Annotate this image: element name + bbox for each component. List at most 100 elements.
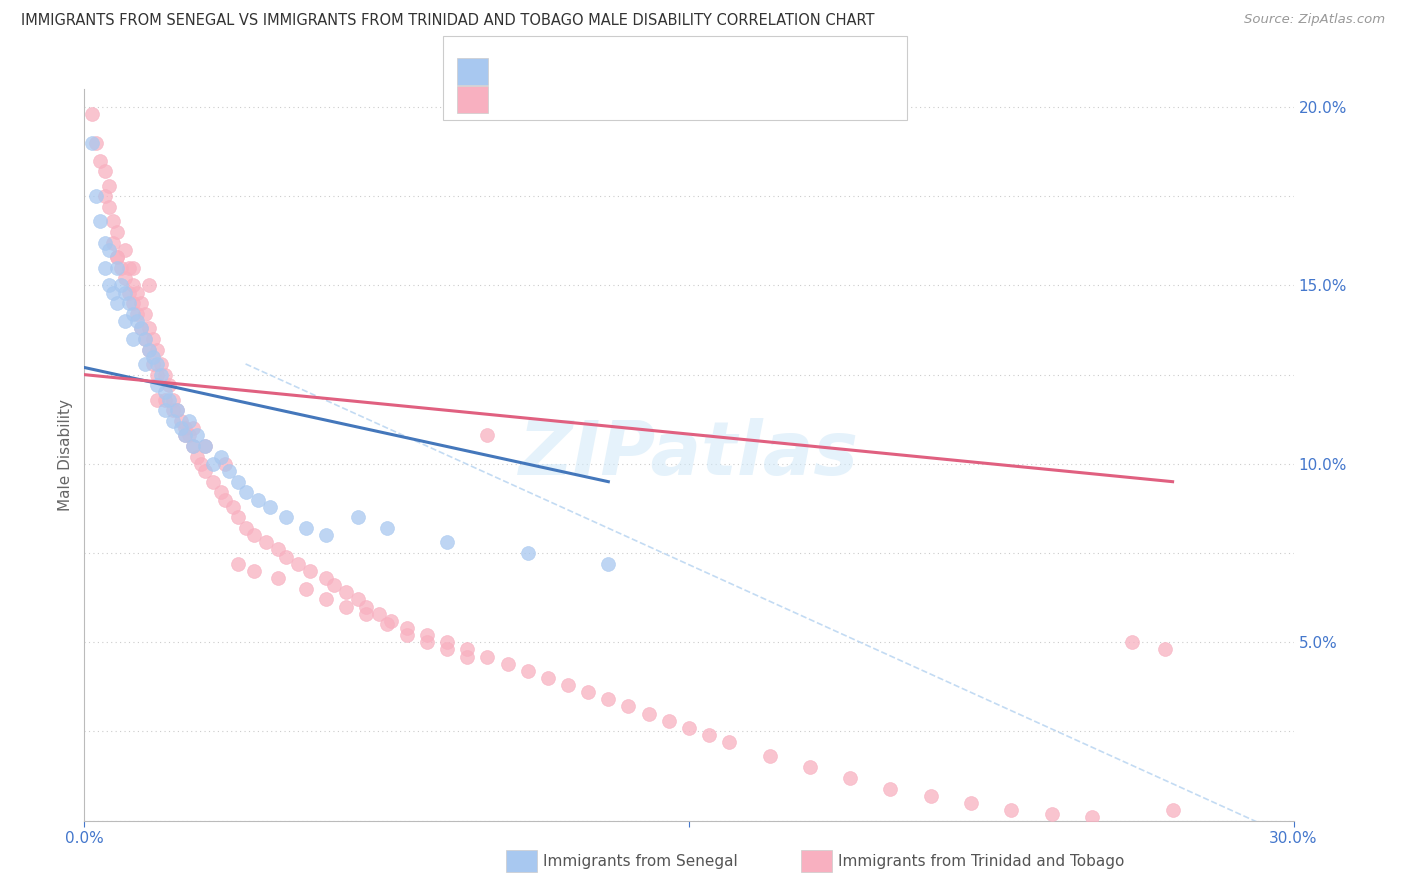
Point	[194, 439, 217, 453]
Point	[121, 332, 143, 346]
Point	[97, 178, 120, 193]
Point	[149, 357, 172, 371]
Point	[477, 649, 499, 664]
Point	[134, 307, 156, 321]
Point	[179, 428, 201, 442]
Point	[105, 225, 128, 239]
Point	[190, 457, 212, 471]
Text: R =: R =	[499, 63, 534, 78]
Point	[323, 578, 346, 592]
Point	[134, 332, 156, 346]
Point	[142, 350, 165, 364]
Point	[166, 403, 188, 417]
Point	[105, 250, 128, 264]
Point	[557, 678, 579, 692]
Point	[97, 200, 120, 214]
Point	[138, 343, 160, 357]
Point	[186, 428, 208, 442]
Point	[367, 607, 389, 621]
Point	[375, 617, 398, 632]
Point	[121, 296, 143, 310]
Point	[598, 557, 620, 571]
Point	[477, 428, 499, 442]
Point	[118, 296, 141, 310]
Point	[105, 250, 128, 264]
Point	[576, 685, 599, 699]
Point	[436, 635, 458, 649]
Point	[114, 285, 136, 300]
Point	[162, 403, 184, 417]
Text: Immigrants from Trinidad and Tobago: Immigrants from Trinidad and Tobago	[838, 854, 1125, 869]
Point	[637, 706, 659, 721]
Point	[146, 343, 169, 357]
Point	[202, 457, 225, 471]
Point	[347, 592, 370, 607]
Point	[121, 260, 143, 275]
Text: N =: N =	[614, 63, 651, 78]
Point	[186, 450, 208, 464]
Point	[86, 136, 108, 150]
Point	[138, 278, 160, 293]
Point	[1161, 803, 1184, 817]
Point	[129, 321, 152, 335]
Text: Immigrants from Senegal: Immigrants from Senegal	[543, 854, 738, 869]
Point	[242, 528, 264, 542]
Point	[758, 749, 780, 764]
Point	[295, 582, 318, 596]
Point	[105, 260, 128, 275]
Point	[89, 214, 111, 228]
Point	[146, 357, 169, 371]
Point	[380, 614, 402, 628]
Point	[1000, 803, 1022, 817]
Point	[315, 528, 337, 542]
Text: ZIPatlas: ZIPatlas	[519, 418, 859, 491]
Point	[166, 403, 188, 417]
Point	[181, 439, 204, 453]
Point	[246, 492, 269, 507]
Point	[456, 642, 478, 657]
Point	[174, 428, 197, 442]
Point	[395, 628, 418, 642]
Text: N =: N =	[614, 92, 651, 107]
Point	[395, 621, 418, 635]
Point	[960, 796, 983, 810]
Text: -0.075: -0.075	[530, 92, 582, 107]
Point	[267, 542, 290, 557]
Point	[456, 649, 478, 664]
Point	[226, 475, 249, 489]
Point	[315, 592, 337, 607]
Point	[315, 571, 337, 585]
Point	[226, 510, 249, 524]
Point	[226, 557, 249, 571]
Point	[356, 599, 378, 614]
Point	[121, 278, 143, 293]
Point	[235, 485, 257, 500]
Point	[157, 392, 180, 407]
Point	[170, 421, 193, 435]
Point	[1121, 635, 1143, 649]
Point	[274, 510, 297, 524]
Point	[138, 343, 160, 357]
Point	[162, 392, 184, 407]
Y-axis label: Male Disability: Male Disability	[58, 399, 73, 511]
Point	[114, 271, 136, 285]
Point	[157, 378, 180, 392]
Point	[658, 714, 681, 728]
Point	[153, 403, 176, 417]
Point	[214, 457, 236, 471]
Point	[516, 546, 538, 560]
Point	[125, 307, 148, 321]
Point	[138, 321, 160, 335]
Point	[110, 260, 132, 275]
Point	[299, 564, 322, 578]
Text: 51: 51	[645, 63, 665, 78]
Point	[287, 557, 309, 571]
Point	[86, 189, 108, 203]
Point	[496, 657, 519, 671]
Point	[516, 664, 538, 678]
Point	[697, 728, 720, 742]
Point	[375, 521, 398, 535]
Point	[839, 771, 862, 785]
Text: Source: ZipAtlas.com: Source: ZipAtlas.com	[1244, 13, 1385, 27]
Point	[617, 699, 640, 714]
